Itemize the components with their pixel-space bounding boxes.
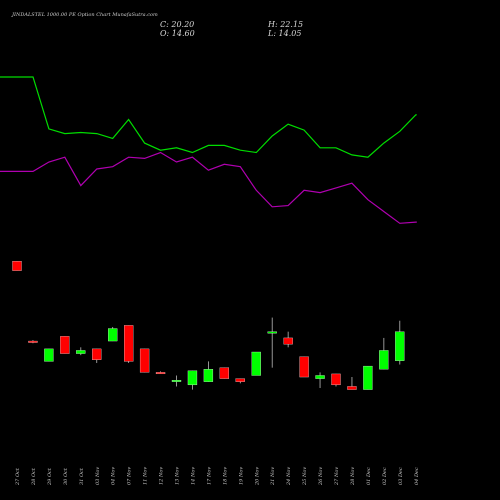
indicator-lines bbox=[0, 76, 417, 224]
candle-body bbox=[76, 350, 86, 354]
candle-body bbox=[203, 369, 214, 382]
candle-body bbox=[267, 331, 277, 334]
x-tick-label: 14 Nov bbox=[190, 467, 196, 485]
candle-03-dec bbox=[395, 320, 405, 365]
candle-18-nov bbox=[219, 367, 230, 379]
candle-body bbox=[155, 372, 166, 375]
x-tick-label: 11 Nov bbox=[143, 467, 149, 485]
x-tick-label: 12 Nov bbox=[159, 467, 165, 485]
candle-body bbox=[92, 348, 102, 360]
candle-body bbox=[347, 386, 357, 390]
candle-body bbox=[139, 348, 150, 373]
candle-body bbox=[299, 356, 309, 378]
candle-17-nov bbox=[203, 361, 214, 382]
candles bbox=[12, 261, 405, 390]
x-tick-label: 31 Oct bbox=[79, 467, 85, 485]
candle-20-nov bbox=[251, 351, 261, 376]
x-axis: 27 Oct 28 Oct 29 Oct 30 Oct 31 Oct 03 Nov 04 N… bbox=[15, 467, 420, 486]
candle-31-oct bbox=[76, 347, 86, 356]
x-tick-label: 03 Dec bbox=[398, 467, 404, 485]
candle-body bbox=[60, 336, 70, 354]
candle-body bbox=[395, 331, 405, 361]
candle-body bbox=[171, 380, 182, 382]
candle-body bbox=[108, 328, 118, 342]
candle-body bbox=[124, 325, 134, 362]
x-tick-label: 24 Nov bbox=[286, 467, 292, 486]
candle-28-oct bbox=[28, 340, 38, 344]
x-tick-label: 27 Nov bbox=[334, 467, 340, 486]
candle-29-oct bbox=[44, 348, 54, 362]
x-tick-label: 04 Nov bbox=[111, 467, 117, 485]
candle-body bbox=[379, 350, 389, 370]
candle-02-dec bbox=[379, 337, 389, 370]
x-tick-label: 20 Nov bbox=[254, 467, 260, 486]
x-tick-label: 27 Oct bbox=[15, 467, 21, 486]
candle-body bbox=[12, 261, 22, 271]
x-tick-label: 18 Nov bbox=[222, 467, 228, 485]
x-tick-label: 13 Nov bbox=[175, 467, 181, 485]
chart-title: JINDALSTEL 1000.00 PE Option Chart Munaf… bbox=[12, 12, 158, 18]
low-value: L: 14.05 bbox=[268, 29, 302, 38]
indicator-line-1 bbox=[0, 76, 417, 158]
x-tick-label: 01 Dec bbox=[366, 467, 372, 485]
candle-01-dec bbox=[363, 365, 373, 390]
x-tick-label: 03 Nov bbox=[95, 467, 101, 485]
candle-13-nov bbox=[171, 375, 182, 387]
high-value: H: 22.15 bbox=[268, 20, 304, 29]
x-tick-label: 17 Nov bbox=[206, 467, 212, 485]
x-tick-label: 02 Dec bbox=[382, 467, 388, 485]
candle-28-nov bbox=[347, 377, 357, 390]
candle-30-oct bbox=[60, 336, 70, 354]
x-tick-label: 28 Nov bbox=[350, 467, 356, 486]
candle-body bbox=[363, 365, 373, 390]
x-tick-label: 21 Nov bbox=[270, 467, 276, 486]
candle-14-nov bbox=[187, 370, 198, 390]
candle-27-oct bbox=[12, 261, 22, 271]
candle-body bbox=[219, 367, 230, 379]
candle-26-nov bbox=[315, 372, 325, 389]
candle-25-nov bbox=[299, 356, 309, 378]
x-tick-label: 29 Oct bbox=[47, 467, 53, 486]
candle-07-nov bbox=[124, 325, 134, 363]
candle-04-nov bbox=[108, 326, 118, 342]
candle-12-nov bbox=[155, 371, 166, 375]
x-tick-label: 30 Oct bbox=[63, 467, 69, 485]
candle-11-nov bbox=[139, 348, 150, 373]
candle-19-nov bbox=[235, 378, 245, 384]
x-tick-label: 19 Nov bbox=[238, 467, 244, 485]
candle-03-nov bbox=[92, 348, 102, 363]
candle-27-nov bbox=[331, 373, 341, 387]
candle-21-nov bbox=[267, 317, 277, 368]
candle-body bbox=[44, 348, 54, 362]
close-value: C: 20.20 bbox=[160, 20, 195, 29]
candle-body bbox=[331, 373, 341, 386]
candle-body bbox=[28, 340, 38, 343]
candle-body bbox=[251, 351, 261, 376]
indicator-line-2 bbox=[0, 151, 417, 224]
x-tick-label: 04 Dec bbox=[414, 467, 420, 485]
candle-body bbox=[315, 375, 325, 379]
candle-body bbox=[283, 337, 293, 345]
x-tick-label: 26 Nov bbox=[318, 467, 324, 486]
x-tick-label: 07 Nov bbox=[127, 467, 133, 485]
candle-24-nov bbox=[283, 331, 293, 348]
candle-body bbox=[235, 378, 245, 382]
open-value: O: 14.60 bbox=[160, 29, 195, 38]
x-tick-label: 28 Oct bbox=[31, 467, 37, 486]
x-tick-label: 25 Nov bbox=[302, 467, 308, 486]
candle-body bbox=[187, 370, 198, 386]
